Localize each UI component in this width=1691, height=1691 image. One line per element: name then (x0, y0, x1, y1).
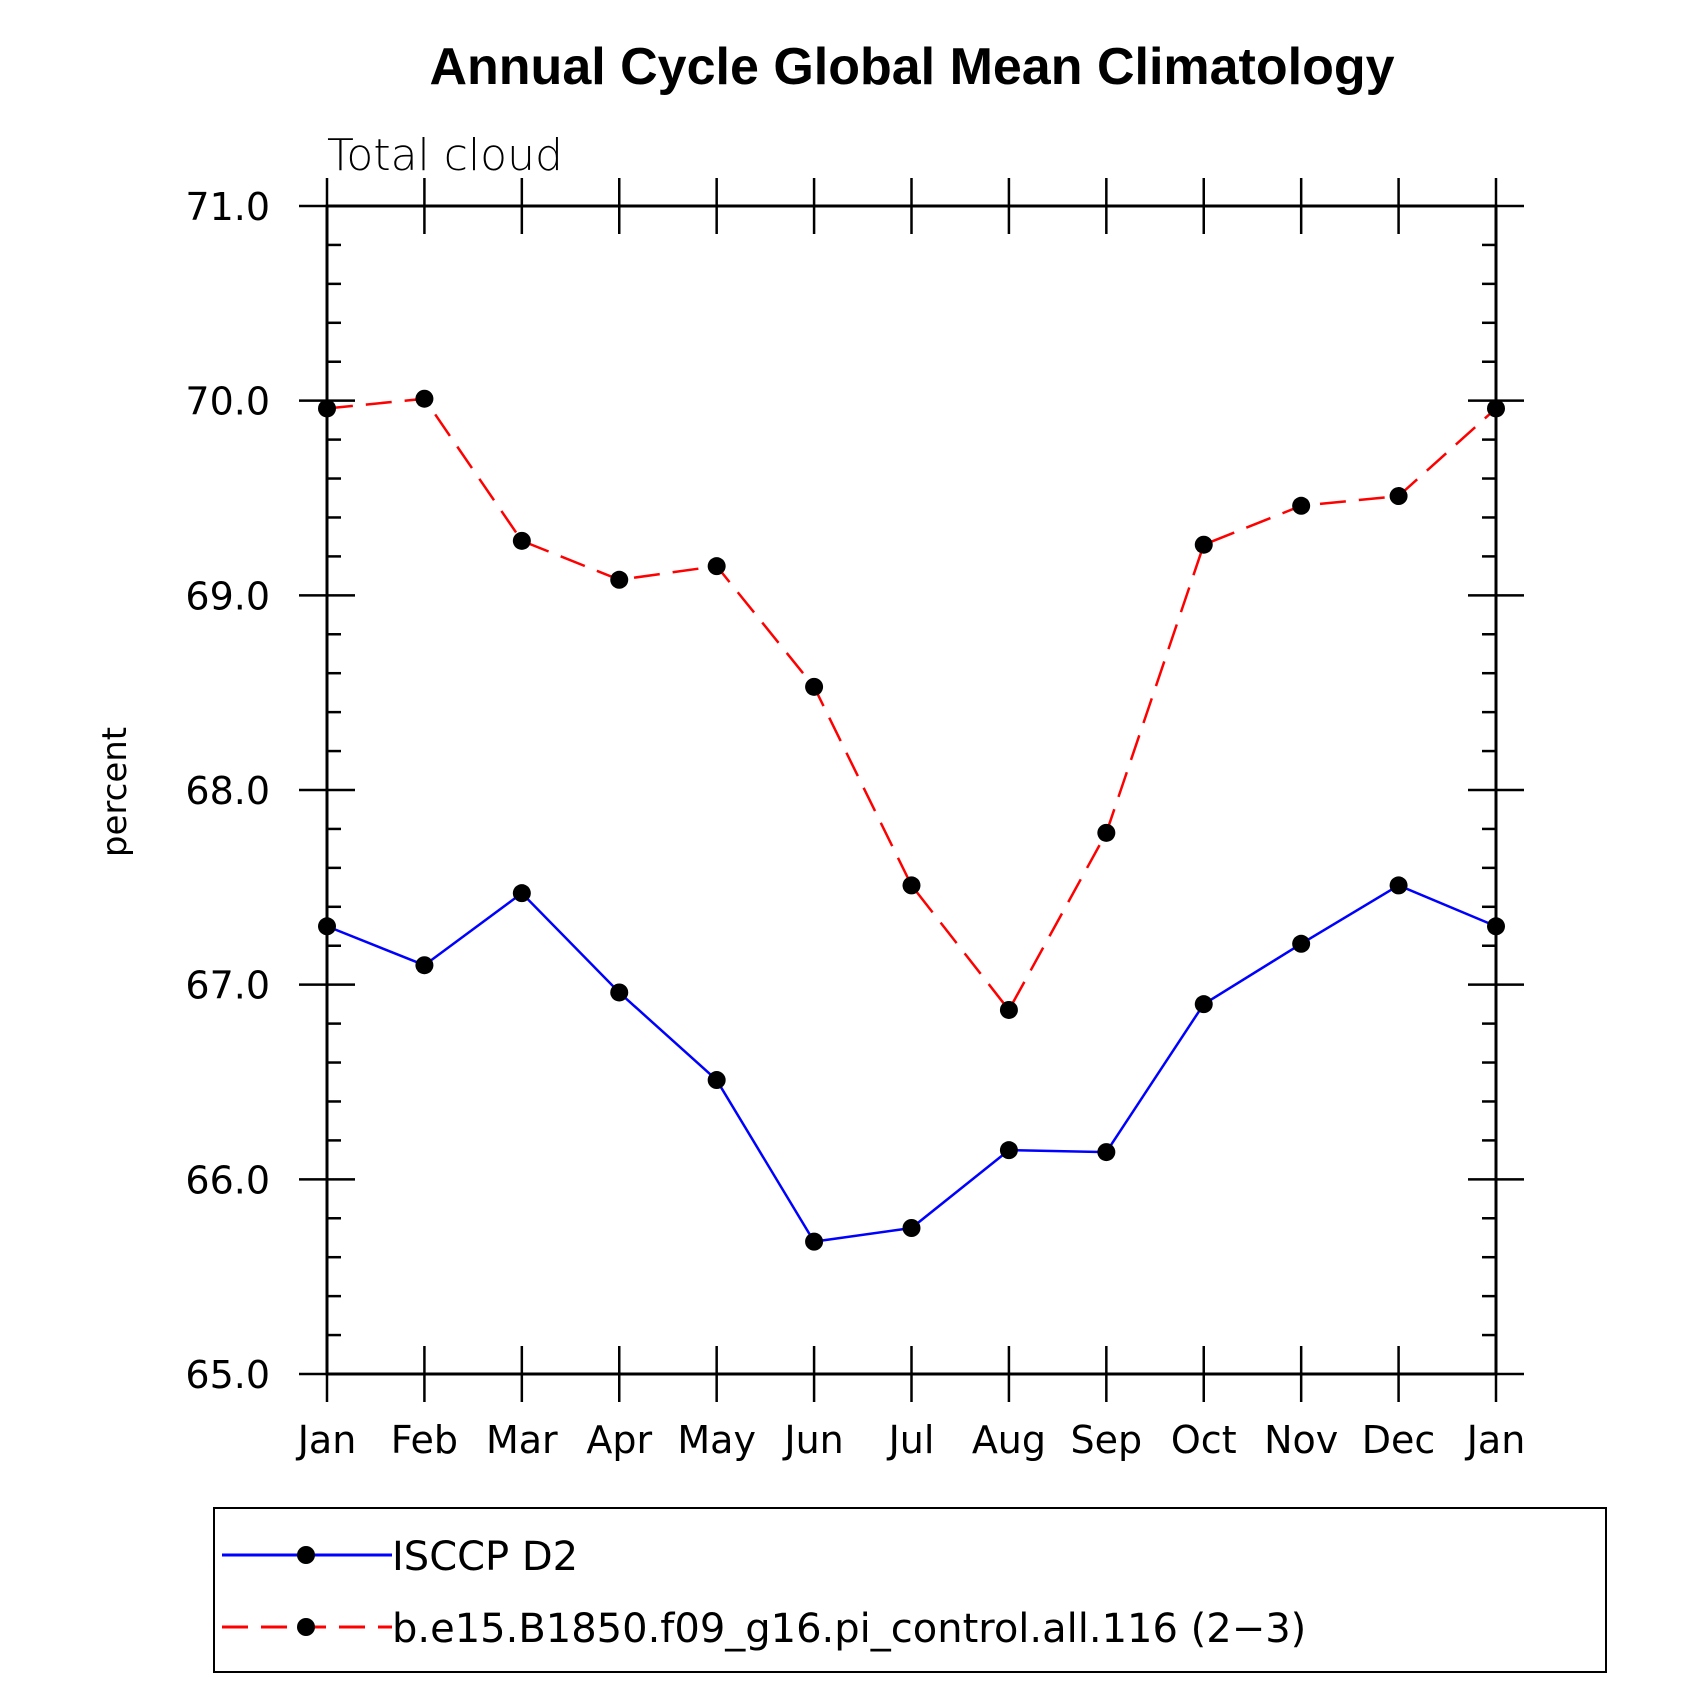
legend-box (213, 1507, 1607, 1673)
y-tick-label: 65.0 (185, 1353, 270, 1397)
series-1-point (999, 1000, 1018, 1019)
x-tick-label: Apr (586, 1418, 652, 1462)
legend-marker-isccp (297, 1546, 315, 1564)
x-tick-label: Jul (887, 1418, 935, 1462)
series-1-point (902, 876, 921, 895)
series-layer (318, 389, 1505, 1251)
series-line-0 (326, 883, 1497, 1243)
series-0-point (902, 1219, 921, 1237)
legend: ISCCP D2 b.e15.B1850.f09_g16.pi_control.… (213, 1507, 1607, 1673)
x-tick-label: Sep (1071, 1418, 1143, 1462)
series-0-point (610, 983, 629, 1002)
series-1-point (1097, 823, 1116, 842)
legend-label-model: b.e15.B1850.f09_g16.pi_control.all.116 (… (392, 1606, 1306, 1652)
series-1-point (318, 399, 336, 418)
x-tick-label: Nov (1264, 1418, 1338, 1462)
series-0-point (512, 884, 531, 903)
y-tick-label: 69.0 (185, 574, 270, 618)
x-tick-label: Dec (1362, 1418, 1436, 1462)
x-tick-label: Oct (1171, 1418, 1237, 1462)
series-0-point (707, 1071, 726, 1090)
x-tick-label: Jan (1465, 1418, 1526, 1462)
series-0-point (805, 1232, 824, 1251)
series-0-point (318, 917, 336, 936)
series-line-1 (326, 397, 1497, 1013)
y-axis-label: percent (95, 727, 135, 857)
series-1-point (1292, 496, 1311, 515)
plot-frame (325, 204, 1498, 1376)
x-tick-label: Aug (972, 1418, 1046, 1462)
series-0-point (1194, 995, 1213, 1014)
chart-title: Annual Cycle Global Mean Climatology (429, 38, 1394, 96)
x-axis-ticks: Jan Feb Mar Apr May Jun Jul Aug Sep Oct Nov Dec Jan (296, 178, 1526, 1462)
y-tick-label: 71.0 (185, 185, 270, 229)
series-0-point (1389, 876, 1408, 895)
series-1-point (1389, 487, 1408, 506)
legend-label-isccp: ISCCP D2 (392, 1534, 578, 1580)
series-0-point (1097, 1143, 1116, 1162)
chart-subtitle: Total cloud (327, 130, 563, 181)
y-tick-label: 66.0 (185, 1158, 270, 1202)
y-axis-ticks: 65.0 66.0 67.0 68.0 69.0 70.0 71.0 (185, 185, 1524, 1397)
y-tick-label: 70.0 (185, 380, 270, 424)
series-1-point (1487, 399, 1505, 418)
y-tick-label: 68.0 (185, 769, 270, 813)
series-0-point (415, 956, 434, 975)
series-1-point (707, 557, 726, 576)
x-tick-label: May (677, 1418, 756, 1462)
series-1-point (610, 570, 629, 589)
legend-marker-model (297, 1618, 315, 1636)
series-1-point (415, 389, 434, 408)
series-1-point (512, 531, 531, 550)
series-1-point (1194, 535, 1213, 554)
x-tick-label: Jan (296, 1418, 357, 1462)
series-0-point (1487, 917, 1505, 936)
series-1-point (805, 677, 824, 696)
series-0-point (1292, 934, 1311, 953)
x-tick-label: Feb (391, 1418, 458, 1462)
x-tick-label: Mar (486, 1418, 558, 1462)
x-tick-label: Jun (782, 1418, 843, 1462)
series-0-point (999, 1141, 1018, 1160)
y-tick-label: 67.0 (185, 964, 270, 1008)
